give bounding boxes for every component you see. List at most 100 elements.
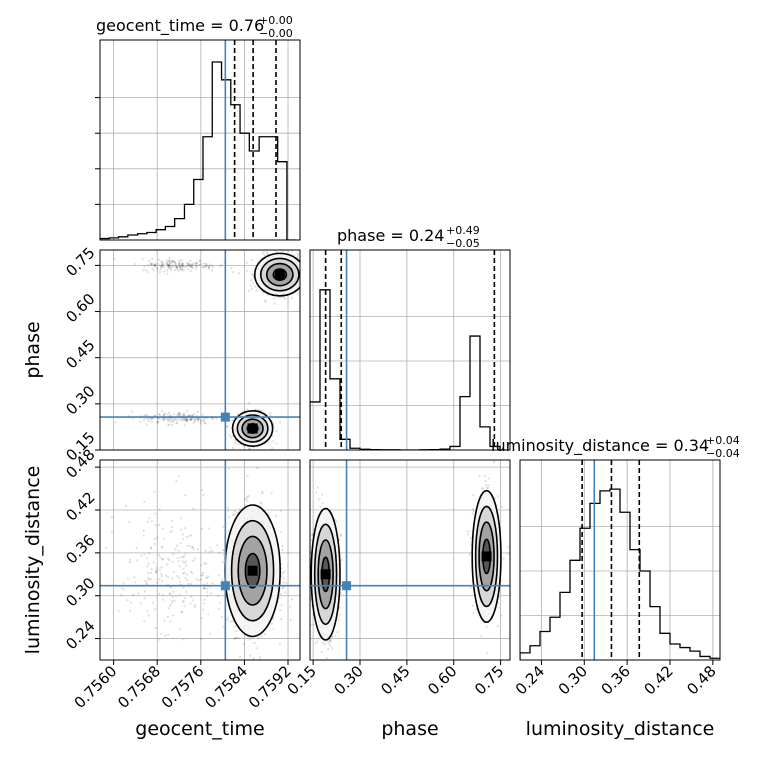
phase_vs_geocent_time-sample-point [204,262,207,265]
phase_vs_geocent_time-sample-point [252,282,255,285]
luminosity_distance_vs_geocent_time-sample-point [148,578,151,581]
luminosity_distance_vs_geocent_time-sample-point [205,595,209,598]
luminosity_distance_vs_geocent_time-xtick-label: 0.7568 [114,662,164,712]
luminosity_distance_vs_geocent_time-sample-point [151,601,154,604]
phase_vs_geocent_time-sample-point [230,266,233,269]
luminosity_distance_vs_geocent_time-sample-point [203,562,206,565]
luminosity_distance_vs_geocent_time-sample-point [144,579,147,583]
phase_vs_geocent_time-sample-point [192,413,195,416]
luminosity_distance_vs_geocent_time-sample-point [149,578,152,581]
phase_vs_geocent_time-sample-point [180,418,183,421]
luminosity_distance_vs_phase-sample-point [337,618,340,621]
phase_vs_geocent_time-sample-point [181,263,184,266]
phase_vs_geocent_time-sample-point [207,265,210,268]
phase_vs_geocent_time-sample-point [290,296,293,299]
phase_vs_geocent_time-sample-point [176,418,179,422]
luminosity_distance_vs_geocent_time-sample-point [128,560,131,564]
phase_vs_geocent_time-sample-point [157,258,161,261]
luminosity_distance_vs_geocent_time-sample-point [218,574,221,577]
geocent_time_hist-frame [99,39,301,241]
luminosity_distance_vs_geocent_time-sample-point [216,544,219,547]
phase_vs_geocent_time-sample-point [175,421,178,424]
phase_vs_geocent_time-sample-point [131,410,134,414]
luminosity_distance_vs_geocent_time-sample-point [206,591,209,594]
phase_vs_geocent_time-sample-point [188,263,191,266]
luminosity_distance_vs_geocent_time-sample-point [285,581,288,584]
phase_vs_geocent_time-sample-point [167,264,170,267]
phase_vs_geocent_time-sample-point [192,421,195,424]
phase_vs_geocent_time-sample-point [169,420,172,423]
luminosity_distance_vs_geocent_time-sample-point [169,592,172,595]
phase_vs_geocent_time-sample-point [174,261,177,265]
luminosity_distance_vs_geocent_time-sample-point [279,530,282,533]
luminosity_distance_vs_geocent_time-sample-point [180,556,183,559]
luminosity_distance_vs_geocent_time-sample-point [140,554,143,557]
phase_vs_geocent_time-sample-point [171,259,174,262]
phase_vs_geocent_time-sample-point [307,277,309,279]
phase_vs_geocent_time-sample-point [193,420,196,423]
luminosity_distance_vs_geocent_time-sample-point [178,565,181,568]
phase_vs_geocent_time-sample-point [261,252,264,255]
phase_vs_geocent_time-sample-point [175,266,178,269]
phase_vs_geocent_time-sample-point [304,277,306,279]
phase_vs_geocent_time-sample-point [184,419,187,422]
luminosity_distance_vs_geocent_time-sample-point [175,595,178,598]
luminosity_distance_vs_geocent_time-sample-point [201,608,205,611]
phase_vs_geocent_time-sample-point [144,269,147,272]
luminosity_distance_vs_phase-sample-point [466,530,469,533]
phase_vs_geocent_time-sample-point [303,266,305,268]
phase_vs_geocent_time-sample-point [168,263,171,266]
phase_vs_geocent_time-sample-point [168,266,171,269]
phase_vs_geocent_time-sample-point [167,266,170,270]
luminosity_distance_vs_geocent_time-sample-point [167,607,170,610]
luminosity_distance_vs_geocent_time-sample-point [201,571,205,575]
luminosity_distance_vs_geocent_time-content [100,460,300,660]
phase_vs_geocent_time-sample-point [301,255,303,257]
phase_vs_geocent_time-sample-point [178,264,181,267]
phase_vs_geocent_time-sample-point [180,259,183,262]
luminosity_distance_vs_geocent_time-frame [99,459,301,661]
phase_vs_geocent_time-sample-point [197,417,200,420]
luminosity_distance_vs_geocent_time-sample-point [218,551,221,555]
luminosity_distance_vs_geocent_time-sample-point [227,616,230,619]
luminosity_distance_vs_geocent_time-sample-point [162,538,165,541]
luminosity_distance_vs_geocent_time-sample-point [137,592,140,595]
phase_vs_geocent_time-sample-point [179,268,182,271]
phase_vs_geocent_time-sample-point [184,419,187,422]
phase_vs_geocent_time-sample-point [193,419,196,422]
luminosity_distance_vs_geocent_time-ytick-label: 0.36 [62,531,98,567]
phase_vs_geocent_time-sample-point [160,266,163,269]
luminosity_distance_vs_geocent_time-sample-point [200,617,203,620]
phase_vs_geocent_time-sample-point [154,263,157,266]
luminosity_distance_vs_geocent_time-sample-point [208,527,211,530]
phase_vs_geocent_time-sample-point [178,411,181,414]
phase_vs_geocent_time-sample-point [185,419,188,422]
phase_vs_geocent_time-sample-point [113,257,116,260]
phase_vs_geocent_time-sample-point [192,264,195,267]
luminosity_distance_vs_geocent_time-sample-point [186,544,189,547]
phase_vs_geocent_time-sample-point [176,268,179,271]
luminosity_distance_vs_geocent_time-sample-point [184,552,187,555]
luminosity_distance_vs_geocent_time-sample-point [166,557,169,560]
luminosity_distance_vs_geocent_time-sample-point [227,467,230,470]
luminosity_distance_vs_geocent_time-sample-point [178,628,181,631]
phase_vs_geocent_time-sample-point [296,252,299,255]
luminosity_distance_vs_geocent_time-sample-point [235,630,238,633]
luminosity_distance_vs_geocent_time-sample-point [171,560,174,563]
luminosity_distance_vs_geocent_time-sample-point [233,637,236,641]
phase_vs_geocent_time-content [100,250,309,450]
luminosity_distance_vs_geocent_time-sample-point [200,527,204,531]
luminosity_distance_vs_geocent_time-sample-point [261,490,264,493]
phase_vs_geocent_time-sample-point [250,279,253,282]
phase_vs_geocent_time-sample-point [185,419,189,422]
luminosity_distance_vs_geocent_time-sample-point [134,581,137,584]
luminosity_distance_vs_geocent_time-sample-point [252,657,255,660]
phase_vs_geocent_time-sample-point [153,265,157,268]
phase_vs_geocent_time-sample-point [155,266,159,269]
luminosity_distance_vs_geocent_time-sample-point [282,577,285,580]
luminosity_distance_vs_geocent_time-ytick-label: 0.24 [62,617,98,653]
luminosity_distance_vs_phase-sample-point [327,647,330,651]
phase_vs_geocent_time-sample-point [251,274,254,277]
luminosity_distance_vs_phase-sample-point [323,643,326,646]
phase_vs_geocent_time-sample-point [164,417,167,420]
